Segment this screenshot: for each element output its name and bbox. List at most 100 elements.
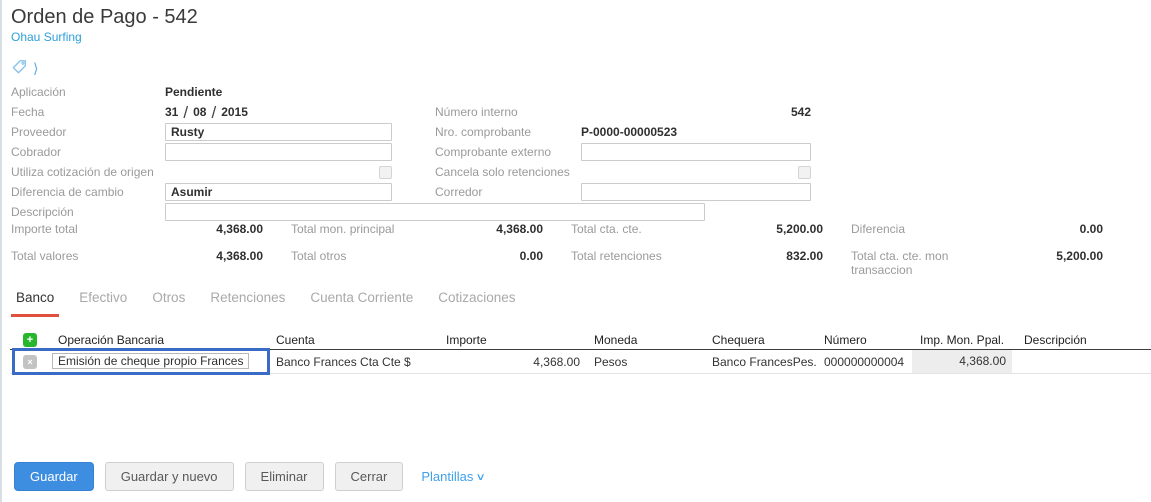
total-label: Total cta. cte. mon transaccion bbox=[851, 249, 949, 277]
tab-retenciones[interactable]: Retenciones bbox=[210, 290, 286, 305]
page-title: Orden de Pago - 542 bbox=[11, 6, 198, 28]
tab-efectivo[interactable]: Efectivo bbox=[79, 290, 128, 305]
tab-cotizaciones[interactable]: Cotizaciones bbox=[438, 290, 516, 305]
cancela-retenciones-checkbox[interactable] bbox=[798, 165, 811, 179]
corredor-label: Corredor bbox=[435, 185, 483, 199]
cancela-retenciones-label: Cancela solo retenciones bbox=[435, 165, 570, 179]
nro-comprobante-value: P-0000-00000523 bbox=[581, 125, 678, 139]
footer-actions: Guardar Guardar y nuevo Eliminar Cerrar … bbox=[14, 462, 487, 491]
total-importe-total: Importe total 4,368.00 bbox=[11, 222, 291, 236]
delete-row-icon[interactable]: × bbox=[23, 354, 37, 369]
total-label: Total otros bbox=[291, 249, 347, 263]
tab-otros[interactable]: Otros bbox=[152, 290, 186, 305]
templates-dropdown[interactable]: Plantillas ∨ bbox=[421, 469, 487, 484]
dif-cambio-input[interactable] bbox=[165, 183, 392, 201]
total-label: Diferencia bbox=[851, 222, 906, 236]
total-valores: Total valores 4,368.00 bbox=[11, 249, 291, 277]
cell-chequera[interactable]: Banco FrancesPes... bbox=[712, 354, 816, 369]
notebook-tabs: Banco Efectivo Otros Retenciones Cuenta … bbox=[11, 290, 521, 317]
cell-moneda[interactable]: Pesos bbox=[594, 354, 628, 369]
aplicacion-label: Aplicación bbox=[11, 85, 66, 99]
header-moneda: Moneda bbox=[594, 333, 638, 347]
total-label: Importe total bbox=[11, 222, 78, 236]
total-retenciones: Total retenciones 832.00 bbox=[571, 249, 851, 277]
cell-numero[interactable]: 000000000004 bbox=[824, 354, 905, 369]
fecha-year[interactable]: 2015 bbox=[221, 105, 248, 119]
cotizacion-origen-label: Utiliza cotización de origen bbox=[11, 165, 154, 179]
numero-interno-value: 542 bbox=[790, 105, 811, 119]
total-otros: Total otros 0.00 bbox=[291, 249, 571, 277]
form-right-column: Número interno 542 Nro. comprobante P-00… bbox=[435, 102, 825, 202]
dif-cambio-label: Diferencia de cambio bbox=[11, 185, 124, 199]
tab-cuenta-corriente[interactable]: Cuenta Corriente bbox=[310, 290, 414, 305]
cell-cuenta[interactable]: Banco Frances Cta Cte $ bbox=[276, 354, 411, 369]
total-mon-principal: Total mon. principal 4,368.00 bbox=[291, 222, 571, 236]
aplicacion-value: Pendiente bbox=[165, 85, 223, 99]
total-value: 4,368.00 bbox=[496, 222, 543, 236]
header-operacion: Operación Bancaria bbox=[58, 333, 165, 347]
totals-section: Importe total 4,368.00 Total mon. princi… bbox=[11, 222, 1131, 277]
comprobante-externo-input[interactable] bbox=[581, 143, 811, 161]
templates-label: Plantillas bbox=[421, 469, 474, 484]
field-row-cobrador: Cobrador bbox=[11, 142, 1111, 162]
save-button[interactable]: Guardar bbox=[14, 462, 94, 491]
field-row-nro-comprobante: Nro. comprobante P-0000-00000523 bbox=[435, 122, 825, 142]
cell-operacion[interactable]: Emisión de cheque propio Frances bbox=[52, 353, 250, 369]
comprobante-externo-label: Comprobante externo bbox=[435, 145, 552, 159]
total-value: 5,200.00 bbox=[776, 222, 823, 236]
save-new-button[interactable]: Guardar y nuevo bbox=[104, 462, 234, 491]
payment-form: Aplicación Pendiente Fecha 31 / 08 / 201… bbox=[11, 82, 1111, 222]
field-row-fecha: Fecha 31 / 08 / 2015 bbox=[11, 102, 1111, 122]
delete-button[interactable]: Eliminar bbox=[244, 462, 324, 491]
header-numero: Número bbox=[824, 333, 867, 347]
chevron-down-icon: ∨ bbox=[475, 472, 487, 483]
chevron-right-icon[interactable]: ⟩ bbox=[33, 60, 39, 76]
total-value: 4,368.00 bbox=[216, 249, 263, 263]
field-row-numero-interno: Número interno 542 bbox=[435, 102, 825, 122]
page-header: Orden de Pago - 542 Ohau Surfing ⟩ bbox=[2, 0, 1151, 77]
cotizacion-origen-checkbox[interactable] bbox=[379, 165, 392, 179]
field-row-dif-cambio: Diferencia de cambio bbox=[11, 182, 1111, 202]
date-separator: / bbox=[211, 102, 217, 122]
total-cta-cte: Total cta. cte. 5,200.00 bbox=[571, 222, 851, 236]
total-cta-cte-mon-transaccion: Total cta. cte. mon transaccion 5,200.00 bbox=[851, 249, 1131, 277]
close-button[interactable]: Cerrar bbox=[334, 462, 404, 491]
date-separator: / bbox=[183, 102, 189, 122]
total-value: 4,368.00 bbox=[216, 222, 263, 236]
field-row-proveedor: Proveedor bbox=[11, 122, 1111, 142]
tab-banco[interactable]: Banco bbox=[11, 290, 60, 317]
header-importe: Importe bbox=[446, 333, 487, 347]
cell-imp-ppal[interactable]: 4,368.00 bbox=[912, 350, 1012, 373]
total-label: Total cta. cte. bbox=[571, 222, 642, 236]
cobrador-input[interactable] bbox=[165, 143, 392, 161]
cobrador-label: Cobrador bbox=[11, 145, 62, 159]
add-row-icon[interactable]: + bbox=[23, 333, 37, 347]
tag-icon[interactable] bbox=[11, 58, 28, 78]
fecha-label: Fecha bbox=[11, 105, 45, 119]
partner-link[interactable]: Ohau Surfing bbox=[11, 30, 82, 44]
nro-comprobante-label: Nro. comprobante bbox=[435, 125, 532, 139]
fecha-month[interactable]: 08 bbox=[193, 105, 207, 119]
field-row-aplicacion: Aplicación Pendiente bbox=[11, 82, 1111, 102]
proveedor-input[interactable] bbox=[165, 123, 392, 141]
table-row[interactable]: × Emisión de cheque propio Frances Banco… bbox=[10, 348, 1151, 375]
cell-importe[interactable]: 4,368.00 bbox=[533, 354, 580, 369]
total-value: 0.00 bbox=[1079, 222, 1103, 236]
header-descripcion: Descripción bbox=[1024, 333, 1087, 347]
descripcion-input[interactable] bbox=[165, 203, 705, 221]
header-chequera: Chequera bbox=[712, 333, 765, 347]
table-header-row: + Operación Bancaria Cuenta Importe Mone… bbox=[10, 331, 1151, 350]
header-imp-ppal: Imp. Mon. Ppal. bbox=[920, 333, 1005, 347]
fecha-field[interactable]: 31 / 08 / 2015 bbox=[165, 104, 248, 121]
corredor-input[interactable] bbox=[581, 183, 811, 201]
field-row-comprobante-externo: Comprobante externo bbox=[435, 142, 825, 162]
numero-interno-label: Número interno bbox=[435, 105, 518, 119]
fecha-day[interactable]: 31 bbox=[165, 105, 179, 119]
tag-toolbar: ⟩ bbox=[11, 59, 1151, 77]
total-value: 832.00 bbox=[786, 249, 823, 263]
header-cuenta: Cuenta bbox=[276, 333, 315, 347]
bank-lines-table: + Operación Bancaria Cuenta Importe Mone… bbox=[10, 331, 1151, 375]
total-label: Total retenciones bbox=[571, 249, 662, 263]
total-value: 5,200.00 bbox=[1056, 249, 1103, 263]
